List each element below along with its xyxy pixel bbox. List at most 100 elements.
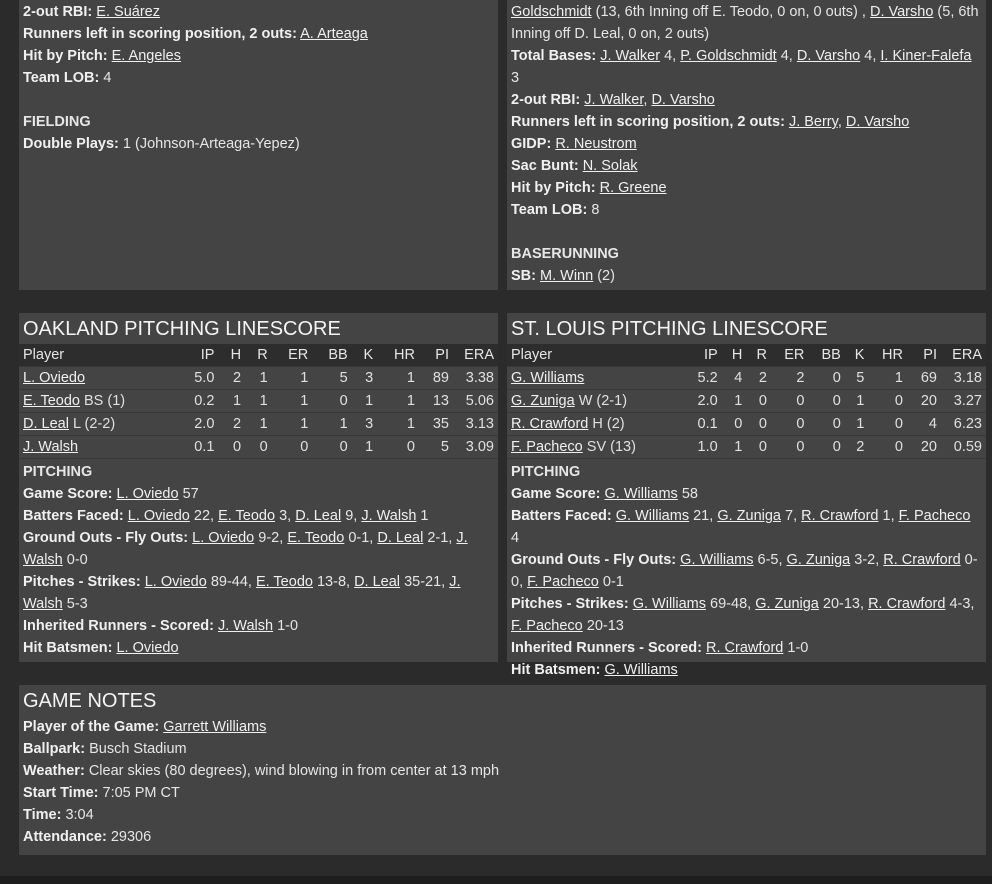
player-link[interactable]: I. Kiner-Falefa	[880, 48, 972, 64]
player-link[interactable]: D. Leal	[23, 416, 69, 432]
player-link[interactable]: L. Oviedo	[23, 370, 86, 386]
stat-line: Team LOB: 8	[511, 199, 982, 221]
player-link[interactable]: L. Oviedo	[116, 640, 179, 656]
stat-label: Team LOB:	[23, 70, 100, 86]
stat-cell: 0	[808, 435, 845, 459]
player-link[interactable]: E. Teodo	[218, 508, 276, 524]
stat-line: Hit Batsmen: L. Oviedo	[23, 637, 494, 659]
stat-value: 58	[681, 486, 698, 502]
stat-line: Attendance: 29306	[23, 826, 982, 848]
player-link[interactable]: R. Crawford	[883, 552, 961, 568]
player-link[interactable]: J. Walker	[584, 92, 644, 108]
stat-cell: 0	[808, 366, 845, 390]
stat-cell: 1	[868, 366, 907, 390]
stat-label: Weather:	[23, 763, 85, 779]
stat-value: Busch Stadium	[89, 741, 187, 757]
player-link[interactable]: E. Teodo	[287, 530, 345, 546]
player-link[interactable]: R. Crawford	[705, 640, 784, 656]
stat-value: 1	[420, 508, 429, 524]
stat-cell: 0	[868, 435, 907, 459]
player-link[interactable]: R. Greene	[599, 180, 667, 196]
player-link[interactable]: Goldschmidt	[511, 4, 592, 20]
player-link[interactable]: J. Walker	[600, 48, 661, 64]
player-link[interactable]: G. Williams	[680, 552, 754, 568]
player-link[interactable]: E. Angeles	[111, 48, 181, 64]
stat-label: Hit Batsmen:	[511, 662, 601, 678]
player-link[interactable]: R. Crawford	[801, 508, 879, 524]
stat-line: Pitches - Strikes: L. Oviedo 89-44, E. T…	[23, 571, 494, 615]
player-link[interactable]: D. Leal	[354, 574, 401, 590]
stat-cell: 3.13	[453, 412, 498, 436]
column-header: ER	[770, 344, 809, 367]
player-link[interactable]: M. Winn	[540, 268, 594, 284]
stat-label: Batters Faced:	[511, 508, 612, 524]
player-link[interactable]: F. Pacheco	[527, 574, 599, 590]
player-link[interactable]: J. Walsh	[217, 618, 274, 634]
stat-label: Runners left in scoring position, 2 outs…	[511, 114, 785, 130]
column-header: H	[218, 344, 246, 367]
stat-cell: 5.0	[177, 366, 219, 390]
player-link[interactable]: G. Zuniga	[511, 393, 575, 409]
player-link[interactable]: J. Walsh	[23, 439, 79, 455]
player-link[interactable]: G. Zuniga	[717, 508, 781, 524]
player-link[interactable]: L. Oviedo	[116, 486, 179, 502]
player-link[interactable]: G. Williams	[604, 662, 678, 678]
player-link[interactable]: D. Varsho	[651, 92, 715, 108]
stat-value: 4	[511, 530, 520, 546]
player-link[interactable]: D. Varsho	[869, 4, 934, 20]
stat-cell: 1	[377, 412, 419, 436]
player-link[interactable]: R. Crawford	[511, 416, 589, 432]
column-header: ERA	[941, 344, 986, 367]
player-link[interactable]: G. Zuniga	[786, 552, 851, 568]
player-link[interactable]: J. Berry	[788, 114, 838, 130]
column-header: IP	[177, 344, 219, 367]
stat-cell: 13	[419, 389, 453, 413]
oakland-pitching-panel: OAKLAND PITCHING LINESCORE Player IP H R ER BB…	[19, 313, 498, 662]
player-link[interactable]: G. Williams	[604, 486, 678, 502]
player-link[interactable]: A. Arteaga	[300, 26, 368, 42]
player-link[interactable]: F. Pacheco	[898, 508, 971, 524]
player-link[interactable]: L. Oviedo	[192, 530, 255, 546]
stat-label: SB:	[511, 268, 536, 284]
player-link[interactable]: G. Williams	[511, 370, 585, 386]
player-link[interactable]: E. Teodo	[23, 393, 80, 409]
player-link[interactable]: R. Neustrom	[555, 136, 637, 152]
stat-line: Hit Batsmen: G. Williams	[511, 659, 982, 681]
stat-cell: 3.18	[941, 366, 986, 390]
player-link[interactable]: G. Zuniga	[755, 596, 819, 612]
column-header: Player	[19, 344, 178, 367]
player-link[interactable]: J. Walsh	[23, 574, 461, 612]
table-header-row: Player IP H R ER BB K HR PI ERA	[507, 344, 986, 367]
player-link[interactable]: P. Goldschmidt	[680, 48, 777, 64]
stat-cell: 1	[721, 435, 747, 459]
linescore-title: OAKLAND PITCHING LINESCORE	[23, 318, 341, 340]
player-link[interactable]: L. Oviedo	[127, 508, 190, 524]
player-link[interactable]: E. Suárez	[96, 4, 160, 20]
pitching-notes: PITCHING Game Score: L. Oviedo 57 Batters …	[23, 461, 494, 659]
player-link[interactable]: J. Walsh	[23, 530, 468, 568]
decision-note: H (2)	[592, 416, 625, 432]
player-link[interactable]: R. Crawford	[868, 596, 946, 612]
player-link[interactable]: F. Pacheco	[511, 618, 583, 634]
stat-cell: 1	[245, 366, 272, 390]
player-link[interactable]: D. Varsho	[845, 114, 910, 130]
stat-value: 0-0	[66, 552, 88, 568]
player-link[interactable]: F. Pacheco	[511, 439, 583, 455]
stat-line: Weather: Clear skies (80 degrees), wind …	[23, 760, 982, 782]
stat-cell: 0.1	[684, 412, 722, 436]
stat-cell: 3.09	[453, 435, 498, 459]
player-link[interactable]: N. Solak	[582, 158, 638, 174]
player-link[interactable]: D. Leal	[377, 530, 424, 546]
stat-line: Hit by Pitch: R. Greene	[511, 177, 982, 199]
player-link[interactable]: Garrett Williams	[163, 719, 267, 735]
stat-cell: 3.38	[453, 366, 498, 390]
player-link[interactable]: J. Walsh	[361, 508, 417, 524]
player-link[interactable]: D. Varsho	[796, 48, 861, 64]
player-link[interactable]: D. Leal	[295, 508, 342, 524]
player-link[interactable]: E. Teodo	[255, 574, 313, 590]
player-link[interactable]: L. Oviedo	[144, 574, 207, 590]
section-heading: BASERUNNING	[511, 246, 619, 262]
player-link[interactable]: G. Williams	[632, 596, 707, 612]
stat-value: ,	[643, 92, 648, 108]
player-link[interactable]: G. Williams	[615, 508, 690, 524]
